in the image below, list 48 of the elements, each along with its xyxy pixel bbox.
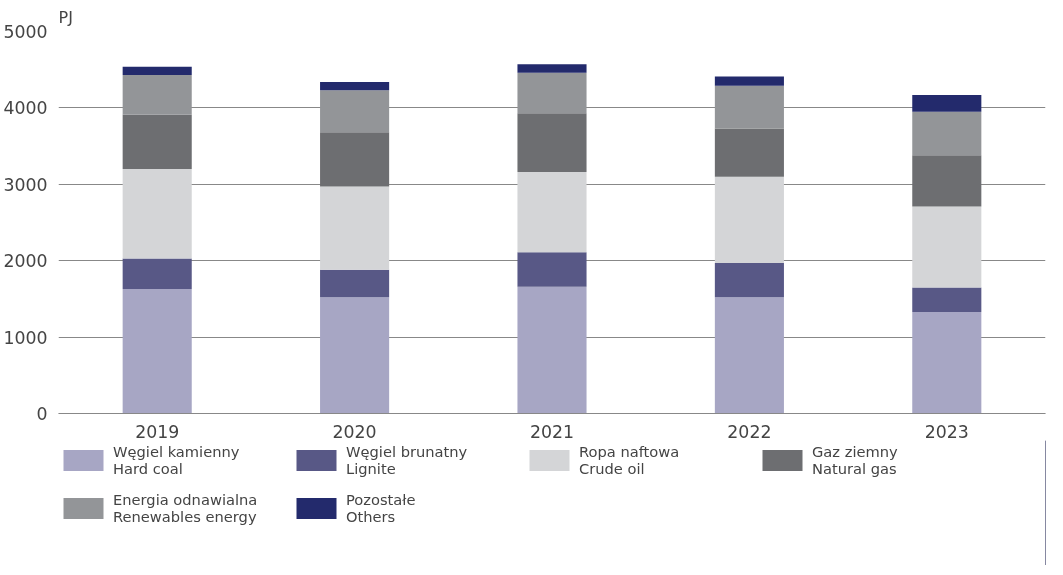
bar — [122, 288, 192, 414]
y-tick-label: 0 — [36, 404, 48, 424]
bar — [320, 297, 390, 414]
bar — [320, 269, 390, 298]
legend-label: Energia odnawialna Renewables energy — [113, 490, 259, 527]
bar — [122, 169, 192, 259]
x-tick-label: 2021 — [529, 421, 575, 442]
legend-label: Węgiel brunatny Lignite — [346, 442, 469, 479]
bar — [320, 81, 390, 91]
y-tick-label: 3000 — [3, 174, 48, 195]
y-tick-label: 2000 — [3, 251, 48, 272]
y-tick-label: 1000 — [3, 327, 48, 348]
bar — [517, 64, 587, 73]
legend-label: Ropa naftowa Crude oil — [579, 442, 681, 479]
x-tick-label: 2023 — [924, 421, 969, 442]
legend-label: Pozostałe Others — [346, 490, 417, 527]
bar — [320, 132, 390, 187]
y-tick-label: 4000 — [3, 98, 48, 119]
bar — [517, 113, 587, 173]
bar — [714, 128, 784, 177]
bar — [517, 172, 587, 253]
bar — [912, 311, 982, 414]
bar — [912, 94, 982, 112]
bar — [320, 186, 390, 270]
bar — [517, 252, 587, 287]
bar — [122, 66, 192, 76]
bar — [122, 114, 192, 170]
bar — [714, 85, 784, 129]
bar — [912, 206, 982, 288]
bar — [122, 258, 192, 289]
x-tick-label: 2022 — [727, 421, 772, 442]
bar — [912, 155, 982, 207]
legend-label: Gaz ziemny Natural gas — [812, 442, 899, 479]
bar — [517, 286, 587, 414]
bar — [714, 262, 784, 298]
bar — [714, 297, 784, 414]
bar — [122, 75, 192, 115]
x-tick-label: 2020 — [332, 421, 377, 442]
bar — [517, 72, 587, 114]
bar — [714, 176, 784, 263]
bar — [912, 287, 982, 312]
bar — [912, 111, 982, 156]
y-axis-title: PJ — [58, 7, 73, 27]
x-tick-label: 2019 — [135, 421, 180, 442]
bar — [714, 76, 784, 86]
bar — [320, 90, 390, 133]
y-tick-label: 5000 — [3, 22, 48, 42]
legend-label: Węgiel kamienny Hard coal — [113, 442, 241, 479]
